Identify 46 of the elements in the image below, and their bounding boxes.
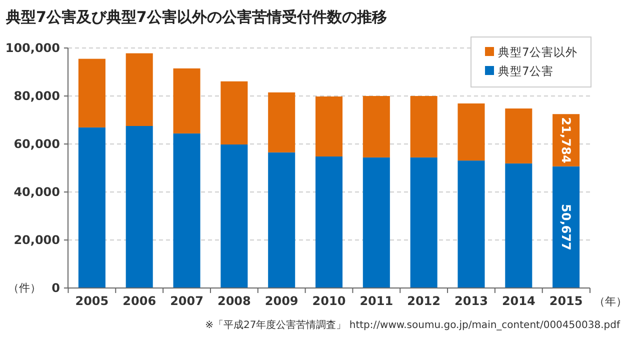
x-tick-label: 2013 [454, 294, 488, 308]
bar [315, 156, 343, 288]
bar [78, 127, 106, 288]
bar [552, 166, 580, 288]
x-tick-label: 2008 [217, 294, 251, 308]
x-tick-label: 2010 [312, 294, 346, 308]
chart-title: 典型7公害及び典型7公害以外の公害苦情受付件数の推移 [5, 8, 387, 26]
y-tick-label: 60,000 [14, 137, 60, 151]
x-tick-label: 2009 [264, 294, 298, 308]
x-tick-label: 2011 [360, 294, 394, 308]
bar [126, 53, 153, 126]
y-tick-label: 20,000 [14, 233, 60, 247]
x-tick-label: 2015 [549, 294, 583, 308]
y-tick-label: 100,000 [5, 41, 60, 55]
y-axis-title: （件） [8, 282, 41, 294]
bar [173, 133, 200, 288]
bar [410, 96, 438, 158]
bar [78, 58, 106, 128]
bar [410, 157, 438, 288]
text: ※「平成27年度公害苦情調査」 http://www.soumu.go.jp/main_content/000450038.pdf [205, 319, 620, 331]
bar [458, 103, 485, 161]
bar [458, 160, 485, 288]
bar [268, 92, 296, 152]
y-tick-label: 0 [52, 281, 60, 295]
bar [315, 96, 343, 156]
bar [173, 68, 200, 134]
bar [362, 157, 390, 288]
data-label: 21,784 [559, 117, 574, 164]
x-axis-title: （年） [594, 295, 627, 308]
x-tick-label: 2014 [502, 294, 536, 308]
bar [268, 152, 296, 288]
bar [126, 126, 153, 288]
x-tick-label: 2012 [407, 294, 441, 308]
legend-label: 典型7公害 [498, 64, 554, 78]
x-tick-label: 2005 [75, 294, 109, 308]
y-tick-label: 80,000 [14, 89, 60, 103]
x-tick-label: 2007 [170, 294, 204, 308]
x-tick-label: 2006 [122, 294, 156, 308]
legend-label: 典型7公害以外 [498, 45, 578, 59]
bar [220, 81, 248, 144]
bar [505, 108, 532, 164]
bar [362, 96, 390, 158]
bar [505, 163, 532, 288]
data-label: 50,677 [559, 204, 574, 250]
y-tick-label: 40,000 [14, 185, 60, 199]
bar [220, 144, 248, 288]
